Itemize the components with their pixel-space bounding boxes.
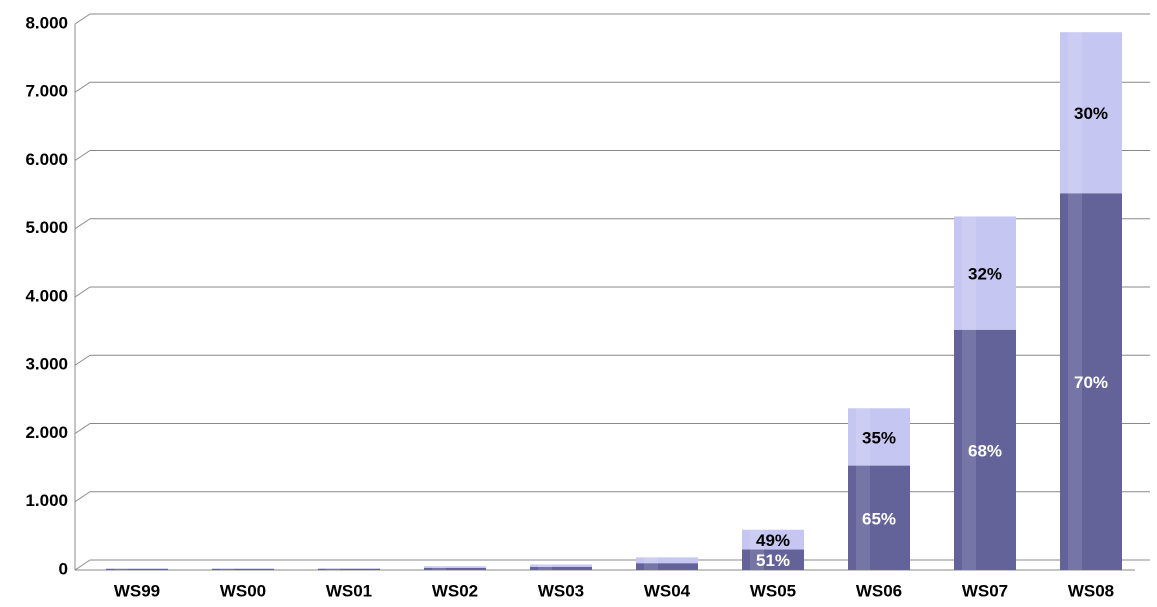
bar-segment <box>742 529 804 550</box>
bar-highlight <box>220 568 234 569</box>
bar-segment <box>1060 193 1122 570</box>
grid-line <box>74 354 91 366</box>
bar-highlight <box>1068 32 1082 194</box>
bar-segment <box>636 557 698 564</box>
bar-highlight <box>962 329 976 570</box>
x-tick-label: WS08 <box>1068 581 1114 600</box>
bar-highlight <box>326 568 340 570</box>
y-tick-label: 2.000 <box>25 423 68 442</box>
x-tick-label: WS99 <box>114 581 160 600</box>
y-tick-label: 5.000 <box>25 218 68 237</box>
grid-line <box>74 491 91 503</box>
x-tick-label: WS00 <box>220 581 266 600</box>
bar-highlight <box>644 557 658 564</box>
bar-segment <box>424 566 486 568</box>
bar-highlight <box>962 216 976 330</box>
bar-highlight <box>750 549 764 570</box>
y-tick-label: 7.000 <box>25 82 68 101</box>
bar-segment <box>742 549 804 570</box>
bar-segment <box>318 568 380 569</box>
grid-line <box>74 286 91 298</box>
y-tick-label: 1.000 <box>25 491 68 510</box>
x-tick-label: WS07 <box>962 581 1008 600</box>
x-tick-label: WS03 <box>538 581 584 600</box>
y-tick-label: 4.000 <box>25 286 68 305</box>
segment-label: 49% <box>756 531 790 550</box>
grid-line <box>74 81 91 93</box>
segment-label: 68% <box>968 441 1002 460</box>
grid-line <box>74 423 91 434</box>
bar-highlight <box>114 568 128 570</box>
bar-highlight <box>432 566 446 568</box>
grid-line <box>74 150 91 161</box>
bar-highlight <box>538 564 552 567</box>
segment-label: 35% <box>862 428 896 447</box>
segment-label: 65% <box>862 509 896 528</box>
bar-segment <box>954 216 1016 330</box>
x-tick-label: WS01 <box>326 581 372 600</box>
y-tick-label: 6.000 <box>25 150 68 169</box>
bar-segment <box>636 563 698 570</box>
x-tick-label: WS05 <box>750 581 796 600</box>
segment-label: 30% <box>1074 104 1108 123</box>
bar-highlight <box>1068 193 1082 570</box>
bar-segment <box>848 465 910 570</box>
bar-highlight <box>326 568 340 569</box>
bar-segment <box>954 329 1016 570</box>
y-tick-label: 8.000 <box>25 13 68 32</box>
y-tick-label: 0 <box>59 559 68 578</box>
grid-line <box>74 13 91 25</box>
x-tick-label: WS06 <box>856 581 902 600</box>
bar-segment <box>212 568 274 569</box>
bar-segment <box>106 568 168 569</box>
bar-segment <box>318 568 380 570</box>
bar-highlight <box>432 567 446 570</box>
segment-label: 51% <box>756 551 790 570</box>
bar-highlight <box>644 563 658 570</box>
bar-highlight <box>750 529 764 550</box>
bar-segment <box>424 567 486 570</box>
bar-highlight <box>856 408 870 466</box>
x-tick-label: WS02 <box>432 581 478 600</box>
grid-line <box>74 218 91 230</box>
bar-segment <box>530 564 592 567</box>
bar-segment <box>1060 32 1122 194</box>
bar-highlight <box>856 465 870 570</box>
bar-highlight <box>538 566 552 570</box>
bar-segment <box>530 566 592 570</box>
bar-segment <box>212 568 274 570</box>
grid-line <box>74 559 91 571</box>
y-tick-label: 3.000 <box>25 355 68 374</box>
bar-highlight <box>220 568 234 570</box>
bar-segment <box>106 568 168 570</box>
bar-highlight <box>114 568 128 569</box>
segment-label: 32% <box>968 265 1002 284</box>
segment-label: 70% <box>1074 373 1108 392</box>
bar-segment <box>848 408 910 466</box>
x-tick-label: WS04 <box>644 581 691 600</box>
